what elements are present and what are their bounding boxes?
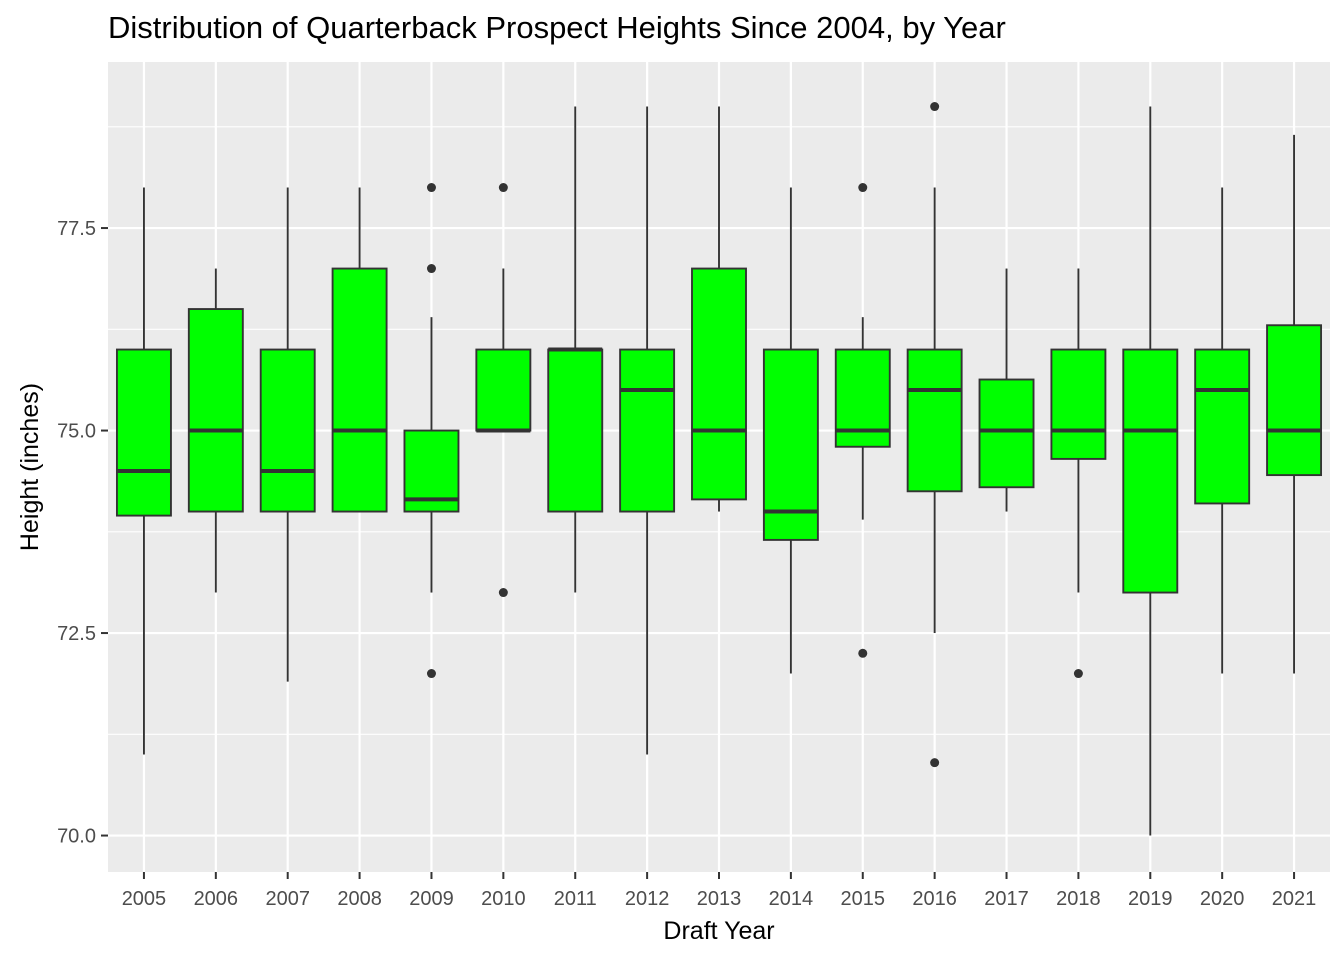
outlier-point: [426, 264, 436, 274]
iqr-box: [331, 267, 388, 513]
box-2005: [115, 187, 172, 755]
x-tick-label: 2021: [1272, 888, 1317, 910]
x-tick-label: 2017: [984, 888, 1029, 910]
box-2008: [331, 187, 388, 513]
iqr-box: [762, 348, 819, 541]
x-tick-label: 2013: [697, 888, 742, 910]
outlier-point: [930, 758, 940, 768]
iqr-box: [187, 308, 244, 513]
x-tick-label: 2014: [769, 888, 814, 910]
y-tick-label: 77.5: [57, 218, 96, 240]
x-tick-label: 2005: [122, 888, 167, 910]
y-tick-label: 75.0: [57, 421, 96, 443]
x-axis-title: Draft Year: [663, 917, 774, 945]
box-2016: [906, 102, 963, 768]
box-2021: [1266, 134, 1323, 674]
outlier-point: [426, 183, 436, 193]
x-tick-label: 2020: [1200, 888, 1245, 910]
iqr-box: [547, 348, 604, 513]
box-2014: [762, 187, 819, 674]
iqr-box: [906, 348, 963, 493]
x-tick-label: 2006: [194, 888, 239, 910]
y-tick-label: 70.0: [57, 826, 96, 848]
iqr-box: [1122, 348, 1179, 594]
box-2006: [187, 268, 244, 593]
box-2015: [834, 183, 891, 658]
iqr-box: [1194, 348, 1251, 505]
x-tick-label: 2011: [554, 888, 597, 910]
x-tick-label: 2010: [481, 888, 526, 910]
box-2013: [691, 106, 747, 512]
box-2018: [1050, 268, 1107, 679]
box-2009: [403, 183, 460, 679]
x-tick-label: 2008: [337, 888, 382, 910]
box-2012: [619, 106, 676, 755]
iqr-box: [475, 348, 532, 432]
box-series: [115, 102, 1323, 836]
y-tick-label: 72.5: [57, 623, 96, 645]
outlier-point: [930, 102, 940, 112]
iqr-box: [978, 378, 1035, 489]
x-tick-label: 2019: [1128, 888, 1173, 910]
iqr-box: [115, 348, 172, 517]
axes: 70.0 72.5 75.0 77.5 2005 2006 2007 2008 2009 2010…: [57, 218, 1316, 910]
box-2020: [1194, 187, 1251, 674]
x-tick-label: 2018: [1056, 888, 1101, 910]
outlier-point: [498, 183, 508, 193]
outlier-point: [858, 183, 868, 193]
iqr-box: [691, 267, 747, 501]
box-2011: [547, 106, 604, 593]
x-tick-label: 2012: [625, 888, 670, 910]
box-2007: [259, 187, 316, 682]
x-tick-label: 2009: [409, 888, 454, 910]
x-tick-label: 2015: [841, 888, 886, 910]
y-axis-title: Height (inches): [16, 383, 44, 551]
iqr-box: [619, 348, 676, 513]
outlier-point: [1073, 669, 1083, 679]
iqr-box: [1266, 324, 1323, 477]
outlier-point: [858, 648, 868, 658]
box-2010: [475, 183, 532, 598]
outlier-point: [426, 669, 436, 679]
iqr-box: [1050, 348, 1107, 460]
outlier-point: [498, 588, 508, 598]
box-2017: [978, 268, 1035, 512]
x-tick-label: 2007: [265, 888, 310, 910]
x-tick-label: 2016: [912, 888, 957, 910]
chart-title: Distribution of Quarterback Prospect Hei…: [108, 10, 1006, 45]
iqr-box: [259, 348, 316, 513]
box-2019: [1122, 106, 1179, 836]
